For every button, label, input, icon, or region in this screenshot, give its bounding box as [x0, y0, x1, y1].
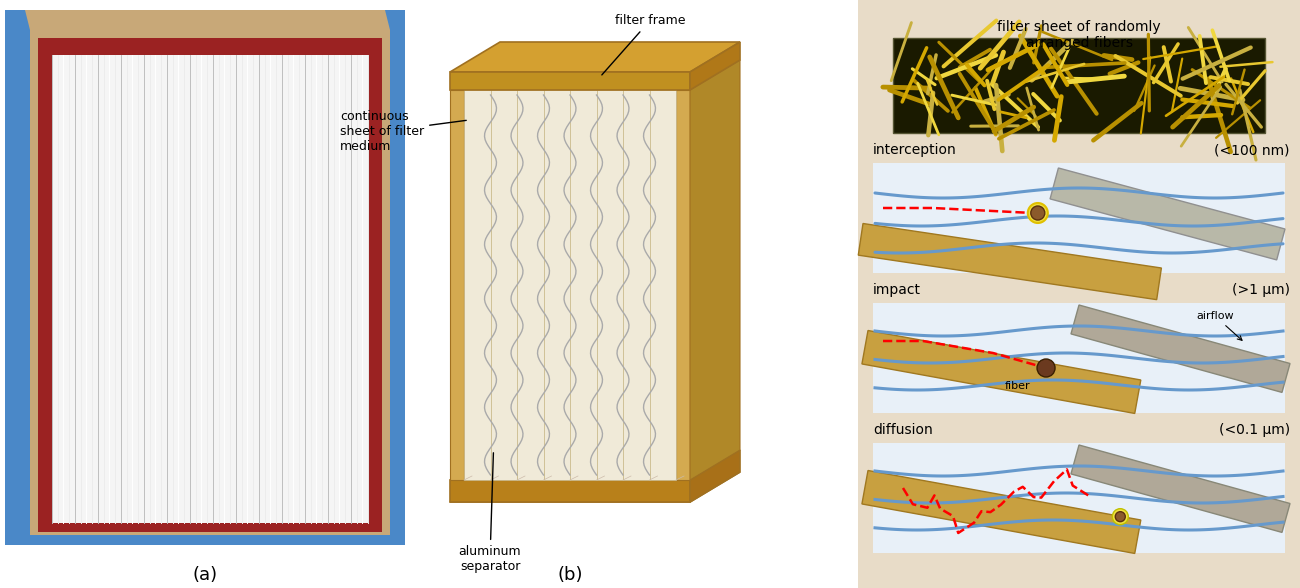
Circle shape — [1028, 203, 1048, 223]
Text: (<0.1 μm): (<0.1 μm) — [1219, 423, 1290, 437]
Bar — [450, 72, 690, 90]
Text: impact: impact — [874, 283, 920, 297]
Bar — [597, 90, 623, 480]
Circle shape — [1037, 359, 1056, 377]
Bar — [893, 38, 1265, 133]
Polygon shape — [690, 42, 740, 90]
Bar — [464, 90, 490, 480]
Text: fiber: fiber — [1005, 381, 1030, 391]
Text: (a): (a) — [192, 566, 217, 584]
Polygon shape — [25, 10, 390, 30]
Bar — [52, 55, 368, 523]
Polygon shape — [690, 450, 740, 502]
Bar — [623, 90, 650, 480]
Polygon shape — [862, 330, 1141, 413]
Polygon shape — [450, 472, 740, 502]
Text: aluminum
separator: aluminum separator — [459, 453, 521, 573]
Bar — [874, 163, 1284, 273]
Bar — [38, 38, 382, 56]
Polygon shape — [1071, 305, 1290, 392]
Polygon shape — [862, 470, 1141, 553]
Text: diffusion: diffusion — [874, 423, 933, 437]
Circle shape — [1113, 509, 1128, 524]
Text: continuous
sheet of filter
medium: continuous sheet of filter medium — [341, 110, 467, 153]
Circle shape — [1115, 512, 1126, 522]
Bar — [450, 90, 464, 480]
Text: (<100 nm): (<100 nm) — [1214, 143, 1290, 157]
Bar — [490, 90, 517, 480]
Bar — [38, 520, 382, 532]
Bar — [30, 30, 390, 535]
Bar — [676, 90, 690, 480]
Polygon shape — [690, 60, 740, 480]
Circle shape — [1031, 206, 1045, 220]
Polygon shape — [450, 42, 740, 72]
Text: interception: interception — [874, 143, 957, 157]
Text: (b): (b) — [558, 566, 582, 584]
Bar — [874, 443, 1284, 553]
Bar — [569, 90, 597, 480]
Bar — [517, 90, 543, 480]
Text: (>1 μm): (>1 μm) — [1232, 283, 1290, 297]
Bar — [5, 10, 406, 545]
Bar — [858, 0, 1300, 588]
Polygon shape — [1071, 445, 1290, 532]
Bar — [650, 90, 676, 480]
Bar — [419, 0, 858, 580]
Polygon shape — [858, 223, 1161, 300]
Polygon shape — [1050, 168, 1284, 260]
Text: filter sheet of randomly
arranged fibers: filter sheet of randomly arranged fibers — [997, 20, 1161, 50]
Bar — [874, 303, 1284, 413]
Text: airflow: airflow — [1196, 311, 1242, 340]
Bar — [543, 90, 569, 480]
Text: filter frame: filter frame — [602, 14, 685, 75]
Bar — [38, 50, 382, 528]
Bar — [450, 480, 690, 502]
